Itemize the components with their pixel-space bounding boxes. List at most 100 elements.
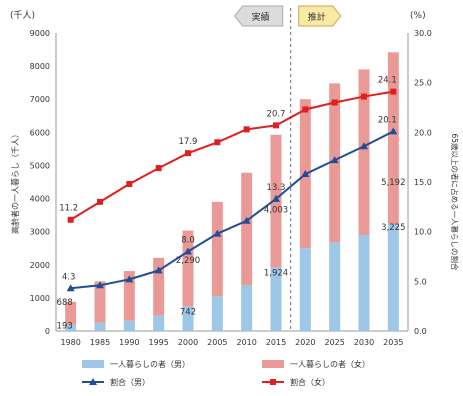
x-tick-label: 2025: [324, 338, 344, 347]
marker-female-ratio: [126, 180, 133, 187]
data-label: 4.3: [62, 272, 76, 282]
data-label: 20.1: [378, 115, 397, 125]
right-tick-label: 10.0: [414, 228, 432, 237]
bar-male: [153, 315, 165, 331]
right-axis-title: 65歳以上の者に占める一人暮らしの割合: [450, 133, 460, 271]
marker-female-ratio: [273, 122, 279, 129]
data-label: 5,192: [381, 178, 405, 188]
marker-male-ratio: [66, 284, 75, 292]
data-label: 2,290: [176, 256, 200, 266]
legend-marker: [270, 379, 276, 385]
x-tick-label: 2000: [178, 338, 198, 347]
data-label: 3,225: [381, 223, 405, 233]
data-label: 4,003: [264, 205, 288, 215]
x-tick-label: 2005: [207, 338, 227, 347]
bar-male: [123, 320, 135, 331]
marker-male-ratio: [360, 142, 368, 150]
bar-male: [387, 224, 399, 331]
bar-female: [211, 201, 223, 297]
marker-male-ratio: [154, 266, 163, 274]
bar-female: [123, 271, 135, 321]
left-unit-label: (千人): [10, 10, 35, 21]
marker-male-ratio: [96, 281, 104, 289]
left-tick-label: 4000: [30, 195, 50, 204]
x-tick-label: 2010: [236, 338, 256, 347]
right-tick-label: 20.0: [414, 128, 432, 137]
x-tick-label: 2020: [295, 338, 315, 347]
marker-male-ratio: [213, 229, 222, 237]
x-tick-label: 1995: [148, 338, 168, 347]
left-tick-label: 6000: [30, 128, 50, 137]
line-male-ratio: [70, 130, 394, 290]
data-label: 8.0: [181, 236, 195, 246]
left-tick-label: 1000: [30, 294, 50, 303]
marker-female-ratio: [361, 93, 367, 100]
x-tick-label: 1980: [60, 338, 80, 347]
bar-male: [329, 242, 341, 331]
left-tick-label: 5000: [30, 161, 50, 170]
legend-label: 割合（女）: [290, 377, 330, 387]
marker-female-ratio: [214, 139, 221, 146]
projected-phase-label: 推計: [308, 11, 326, 23]
line-female-ratio: [70, 90, 394, 221]
bar-male: [299, 248, 311, 331]
bar-female: [387, 52, 399, 225]
data-label: 1,924: [264, 268, 288, 278]
actual-phase-label: 実績: [252, 11, 270, 23]
bar-male: [211, 296, 223, 331]
marker-female-ratio: [185, 150, 191, 157]
marker-male-ratio: [242, 216, 251, 224]
x-tick-label: 2030: [354, 338, 374, 347]
right-unit-label: (%): [410, 11, 426, 21]
x-tick-label: 2015: [266, 338, 286, 347]
bar-female: [153, 257, 165, 316]
marker-female-ratio: [331, 99, 338, 106]
legend-label: 割合（男）: [110, 377, 150, 387]
actual-phase-arrow: [234, 5, 284, 27]
data-label: 742: [180, 307, 196, 317]
bar-male: [241, 285, 253, 331]
marker-female-ratio: [97, 198, 103, 205]
left-tick-label: 3000: [30, 228, 50, 237]
marker-female-ratio: [390, 88, 397, 95]
left-axis-title: 高齢者の一人暮らし（千人）: [10, 130, 20, 234]
data-label: 17.9: [179, 137, 198, 147]
legend-marker: [89, 378, 97, 385]
marker-male-ratio: [272, 194, 280, 202]
marker-female-ratio: [155, 165, 162, 172]
marker-female-ratio: [67, 216, 74, 223]
right-tick-label: 0.0: [414, 327, 427, 336]
legend-label: 一人暮らしの者（女）: [290, 359, 370, 369]
bar-male: [94, 322, 106, 331]
data-label: 24.1: [378, 76, 397, 86]
legend-swatch: [262, 360, 284, 368]
bar-male: [65, 324, 77, 331]
right-tick-label: 15.0: [414, 178, 432, 187]
bar-male: [270, 267, 282, 331]
bar-female: [182, 230, 194, 307]
x-tick-label: 1990: [119, 338, 139, 347]
bar-female: [241, 172, 253, 286]
legend-swatch: [82, 360, 104, 368]
data-label: 688: [57, 298, 73, 308]
marker-male-ratio: [330, 156, 339, 164]
right-tick-label: 30.0: [414, 29, 432, 38]
left-tick-label: 9000: [30, 29, 50, 38]
x-tick-label: 1985: [90, 338, 110, 347]
bar-female: [65, 301, 77, 325]
x-tick-label: 2035: [383, 338, 403, 347]
legend-label: 一人暮らしの者（男）: [110, 359, 190, 369]
marker-female-ratio: [302, 106, 309, 113]
left-tick-label: 0: [45, 327, 50, 336]
bar-female: [358, 69, 370, 235]
data-label: 20.7: [267, 109, 286, 119]
left-tick-label: 2000: [30, 261, 50, 270]
right-tick-label: 25.0: [414, 79, 432, 88]
bar-female: [94, 281, 106, 323]
left-tick-label: 8000: [30, 62, 50, 71]
bar-male: [358, 234, 370, 331]
marker-female-ratio: [243, 126, 250, 133]
data-label: 193: [57, 322, 73, 332]
